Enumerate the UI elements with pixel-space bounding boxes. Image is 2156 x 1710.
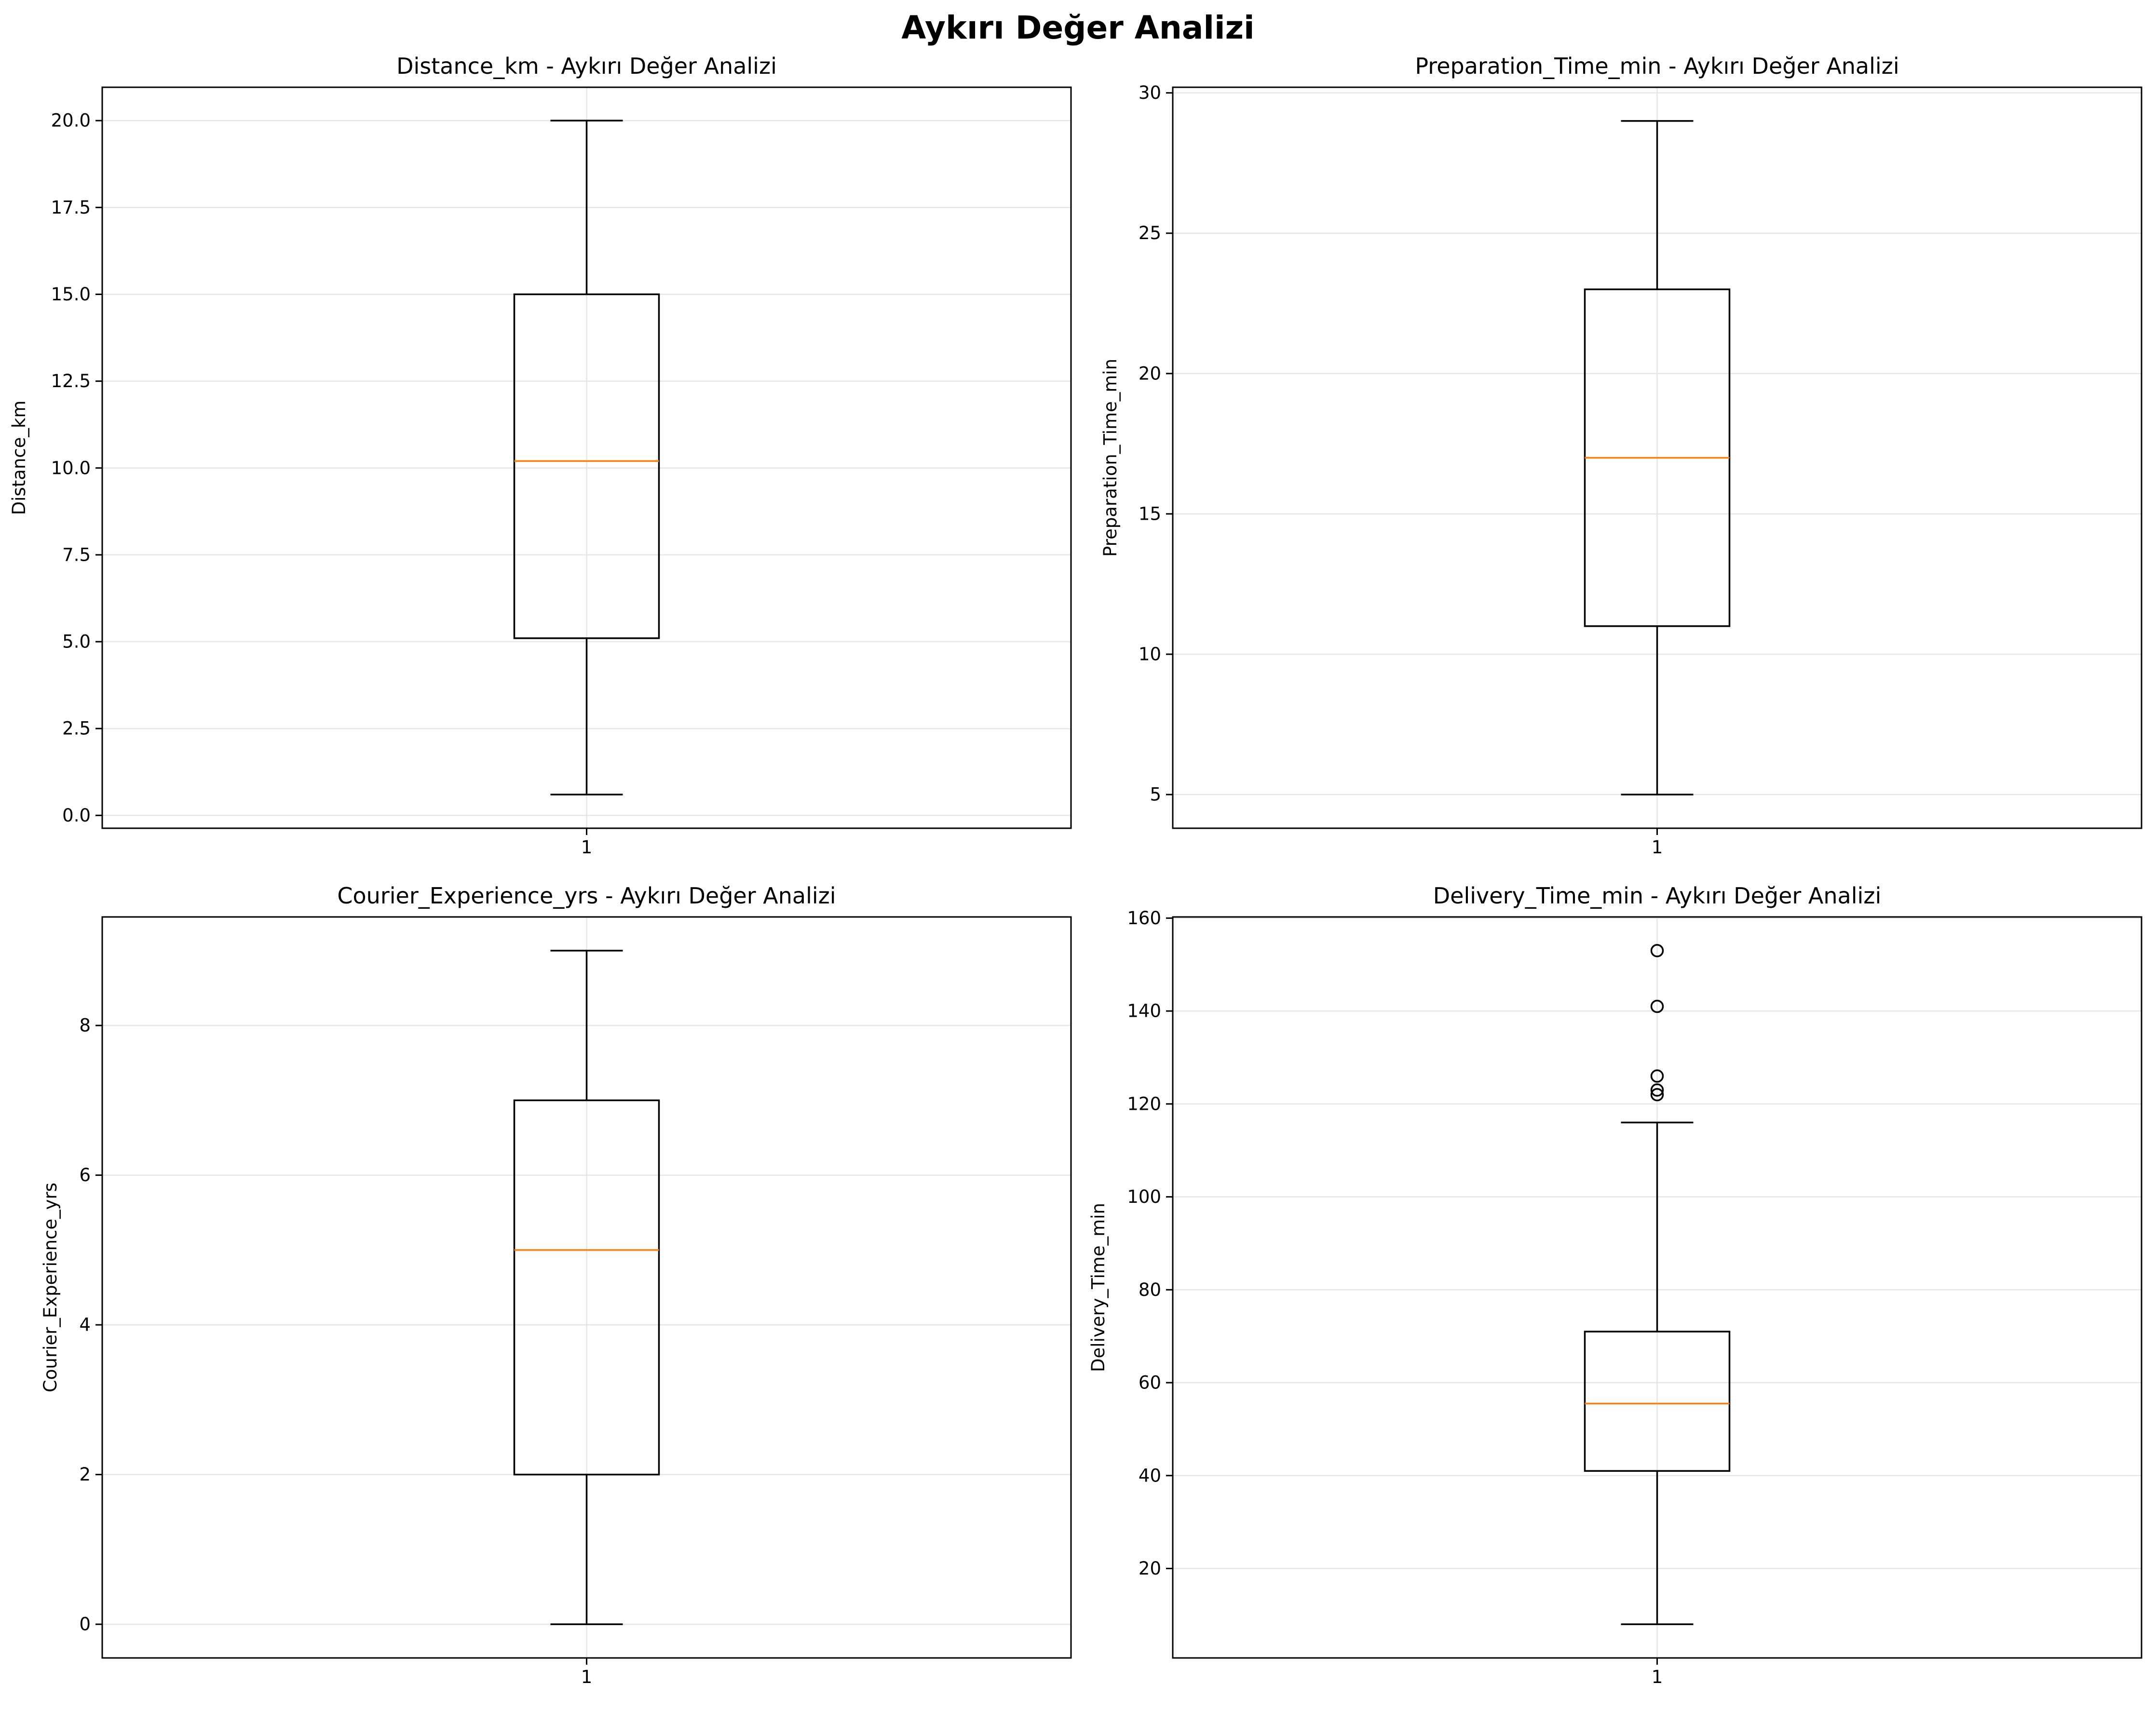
axes-frame <box>101 86 1072 829</box>
y-tick-label: 10.0 <box>51 458 91 478</box>
subplot-3: 0 2 4 6 8 1 Courier_Experience_yrs - Aykırı De… <box>40 883 1072 1687</box>
y-tick-label: 2 <box>79 1464 91 1485</box>
y-tick-label: 6 <box>79 1165 91 1185</box>
y-tick-label: 5.0 <box>62 632 91 652</box>
y-tick-label: 5 <box>1150 784 1161 805</box>
y-tick-label: 20 <box>1139 363 1161 384</box>
outlier-point <box>1650 1088 1664 1102</box>
axes-frame <box>1172 916 2142 1659</box>
subplot-title: Courier_Experience_yrs - Aykırı Değer An… <box>337 883 836 909</box>
outlier-point <box>1650 944 1664 957</box>
subplot-2: 5 10 15 20 25 30 1 Preparation_Time_min - Aykır… <box>1100 53 2142 858</box>
axes-frame <box>101 916 1072 1659</box>
y-tick-label: 12.5 <box>51 371 91 391</box>
y-tick-label: 4 <box>79 1315 91 1335</box>
y-tick-label: 0.0 <box>62 805 91 826</box>
y-tick-label: 60 <box>1139 1373 1161 1393</box>
y-tick-label: 20 <box>1139 1558 1161 1579</box>
y-tick-label: 25 <box>1139 223 1161 243</box>
y-tick-label: 40 <box>1139 1465 1161 1486</box>
y-tick-label: 8 <box>79 1015 91 1036</box>
y-tick-label: 15.0 <box>51 284 91 305</box>
y-tick-label: 160 <box>1127 908 1161 929</box>
outlier-point <box>1650 1083 1664 1097</box>
x-tick-label: 1 <box>1652 837 1663 858</box>
x-tick-label: 1 <box>581 837 593 858</box>
x-tick-label: 1 <box>1652 1667 1663 1687</box>
x-tick-label: 1 <box>581 1667 593 1687</box>
subplot-title: Preparation_Time_min - Aykırı Değer Anal… <box>1415 53 1899 79</box>
y-tick-label: 10 <box>1139 644 1161 665</box>
y-tick-label: 7.5 <box>62 544 91 565</box>
y-tick-label: 120 <box>1127 1093 1161 1114</box>
subplot-4: 20 40 60 80 100 120 140 160 1 Delivery_Time_min -… <box>1088 883 2142 1687</box>
y-tick-label: 17.5 <box>51 197 91 218</box>
iqr-box <box>513 1099 660 1476</box>
outlier-point <box>1650 999 1664 1013</box>
y-tick-label: 140 <box>1127 1001 1161 1022</box>
y-axis-label: Distance_km <box>9 401 29 515</box>
y-tick-label: 80 <box>1139 1279 1161 1300</box>
y-tick-label: 100 <box>1127 1186 1161 1207</box>
axes-frame <box>1172 86 2142 829</box>
y-tick-label: 30 <box>1139 82 1161 103</box>
subplot-title: Distance_km - Aykırı Değer Analizi <box>396 53 777 79</box>
y-tick-label: 15 <box>1139 503 1161 524</box>
subplot-1: 0.0 2.5 5.0 7.5 10.0 12.5 15.0 17.5 20.0 1 Distanc… <box>9 53 1072 858</box>
outlier-point <box>1650 1069 1664 1083</box>
y-axis-label: Courier_Experience_yrs <box>40 1183 61 1392</box>
y-tick-label: 0 <box>79 1614 91 1635</box>
y-axis-label: Preparation_Time_min <box>1100 359 1121 557</box>
iqr-box <box>513 293 660 639</box>
y-tick-label: 2.5 <box>62 718 91 739</box>
iqr-box <box>1584 1331 1731 1472</box>
y-tick-label: 20.0 <box>51 110 91 131</box>
y-axis-label: Delivery_Time_min <box>1088 1203 1109 1372</box>
subplot-title: Delivery_Time_min - Aykırı Değer Analizi <box>1433 883 1881 909</box>
figure-title: Aykırı Değer Analizi <box>901 9 1255 46</box>
